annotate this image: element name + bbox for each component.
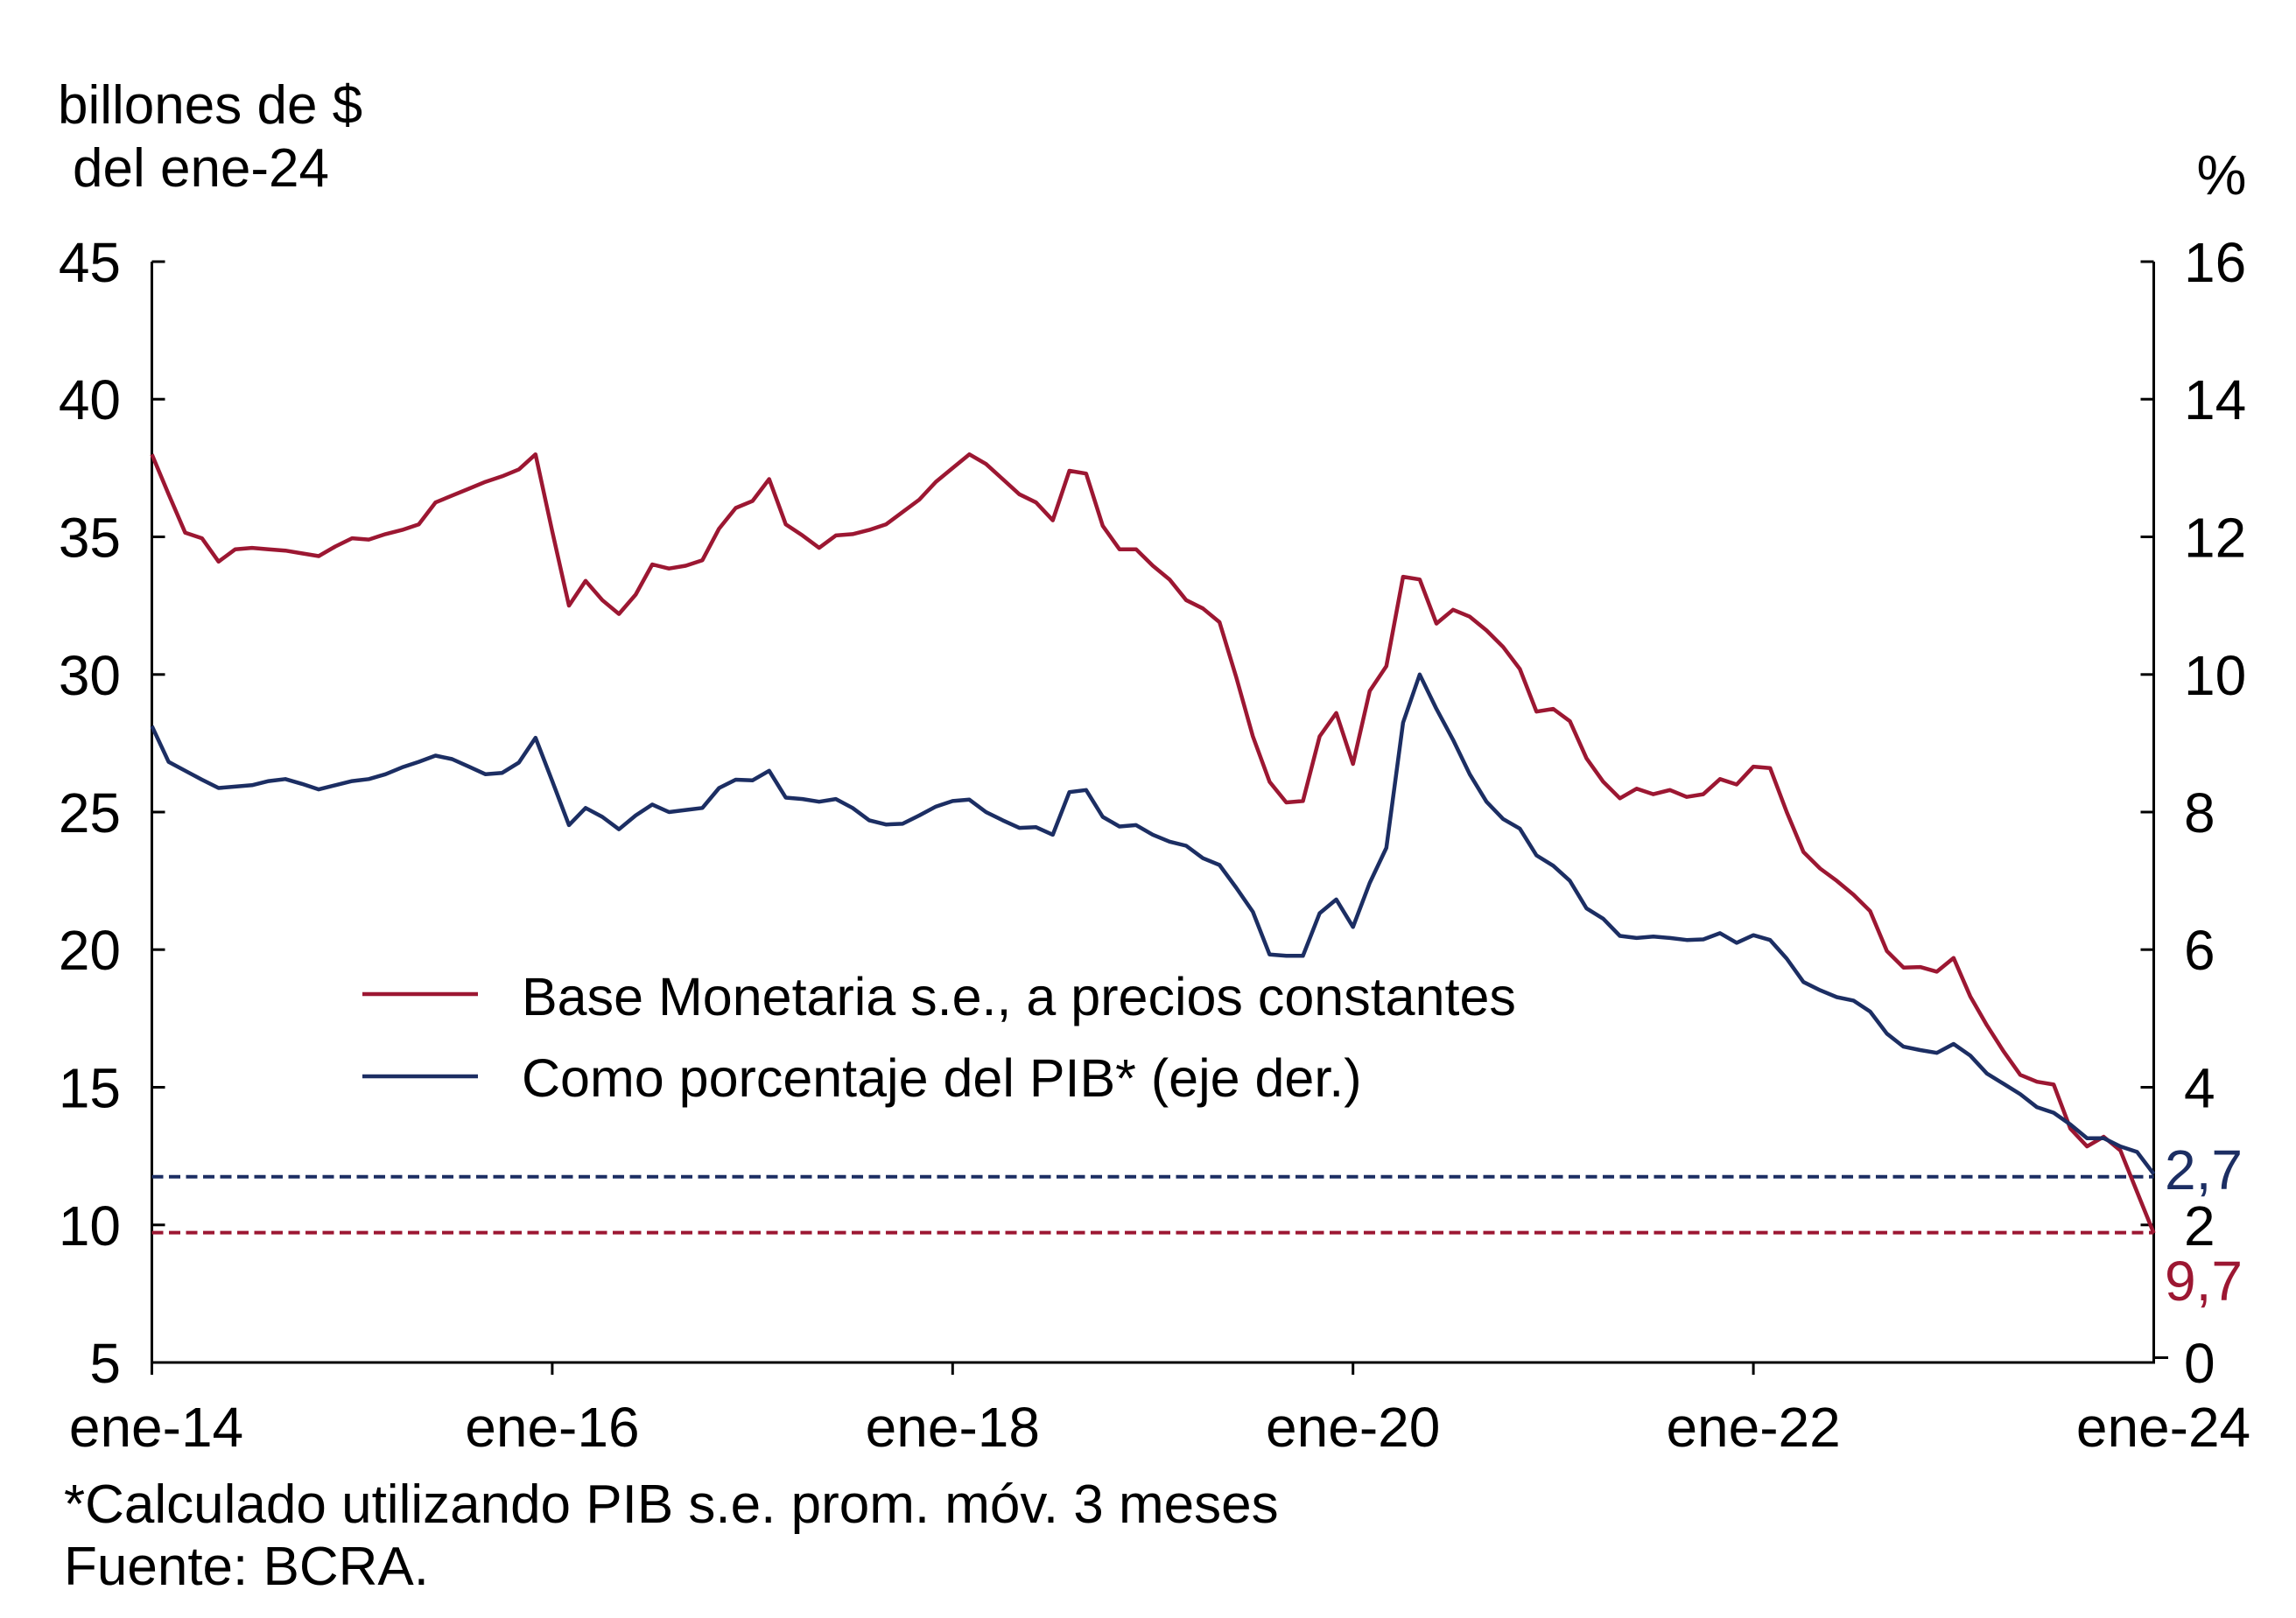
- svg-text:2,7: 2,7: [2165, 1138, 2243, 1201]
- svg-text:ene-16: ene-16: [465, 1396, 639, 1459]
- svg-text:2: 2: [2184, 1194, 2215, 1257]
- svg-text:0: 0: [2184, 1332, 2215, 1395]
- svg-text:ene-18: ene-18: [866, 1396, 1040, 1459]
- svg-text:del ene-24: del ene-24: [73, 138, 329, 199]
- svg-text:8: 8: [2184, 781, 2215, 844]
- svg-text:Como porcentaje del PIB* (eje: Como porcentaje del PIB* (eje der.): [522, 1048, 1362, 1108]
- svg-text:6: 6: [2184, 919, 2215, 982]
- svg-text:%: %: [2197, 144, 2247, 207]
- svg-text:4: 4: [2184, 1057, 2215, 1120]
- svg-text:12: 12: [2184, 507, 2246, 570]
- svg-text:45: 45: [59, 231, 121, 294]
- svg-text:billones de $: billones de $: [58, 75, 362, 136]
- svg-text:*Calculado utilizando PIB s.e.: *Calculado utilizando PIB s.e. prom. móv…: [64, 1474, 1279, 1535]
- svg-text:ene-24: ene-24: [2076, 1396, 2250, 1459]
- svg-text:10: 10: [59, 1194, 121, 1257]
- svg-text:25: 25: [59, 781, 121, 844]
- svg-text:20: 20: [59, 919, 121, 982]
- svg-text:9,7: 9,7: [2165, 1250, 2243, 1313]
- svg-text:35: 35: [59, 507, 121, 570]
- svg-text:5: 5: [89, 1332, 121, 1395]
- svg-text:10: 10: [2184, 644, 2246, 707]
- svg-text:14: 14: [2184, 368, 2246, 431]
- svg-text:16: 16: [2184, 231, 2246, 294]
- svg-text:ene-22: ene-22: [1666, 1396, 1840, 1459]
- svg-text:ene-14: ene-14: [69, 1396, 243, 1459]
- svg-text:15: 15: [59, 1057, 121, 1120]
- svg-text:Fuente: BCRA.: Fuente: BCRA.: [64, 1537, 429, 1597]
- svg-text:30: 30: [59, 644, 121, 707]
- svg-text:Base Monetaria s.e., a precios: Base Monetaria s.e., a precios constante…: [522, 967, 1516, 1026]
- svg-text:ene-20: ene-20: [1266, 1396, 1440, 1459]
- svg-text:40: 40: [59, 368, 121, 431]
